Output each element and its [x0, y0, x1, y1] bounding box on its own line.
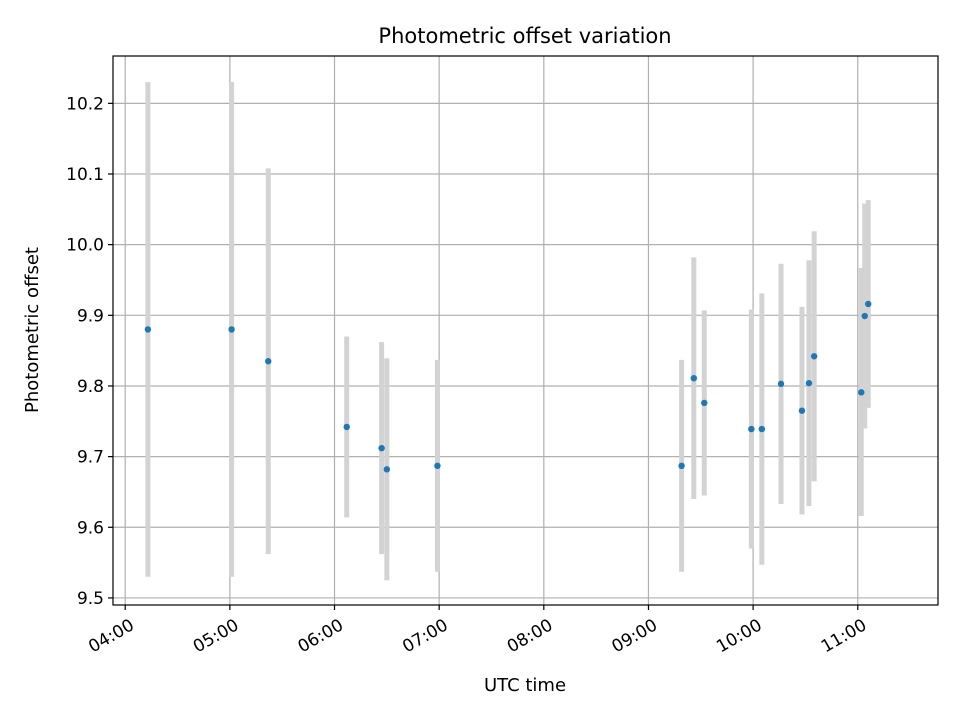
y-tick-label: 10.0 — [66, 236, 104, 256]
data-point — [865, 300, 872, 308]
y-tick-label: 9.5 — [77, 589, 104, 609]
y-tick-label: 9.9 — [77, 306, 104, 326]
y-tick-label: 9.6 — [77, 518, 104, 538]
data-point — [343, 423, 350, 431]
data-point — [383, 466, 391, 473]
data-point — [690, 374, 698, 382]
data-point — [378, 444, 385, 452]
y-tick-label: 9.7 — [77, 448, 104, 468]
y-tick-label: 10.2 — [66, 94, 104, 114]
plot-frame — [112, 55, 939, 606]
data-point — [858, 389, 865, 396]
data-point — [701, 399, 708, 407]
x-axis-label: UTC time — [484, 675, 566, 696]
data-point — [748, 425, 755, 433]
data-point — [678, 462, 685, 470]
y-axis: 9.5 9.6 9.7 9.8 9.9 10.0 10.1 10.2 — [66, 94, 113, 609]
data-point — [777, 380, 785, 388]
data-point — [861, 312, 868, 320]
y-axis-label: Photometric offset — [22, 247, 43, 413]
data-point — [810, 353, 818, 360]
data-point — [805, 379, 813, 387]
y-tick-label: 9.8 — [77, 377, 104, 397]
data-point — [758, 425, 766, 433]
data-point — [798, 407, 806, 414]
chart-title: Photometric offset variation — [378, 24, 671, 48]
y-tick-label: 10.1 — [66, 165, 104, 185]
data-point — [228, 326, 235, 333]
data-point — [144, 326, 152, 333]
data-point — [265, 358, 272, 365]
data-points — [144, 300, 872, 473]
data-point — [434, 462, 441, 470]
